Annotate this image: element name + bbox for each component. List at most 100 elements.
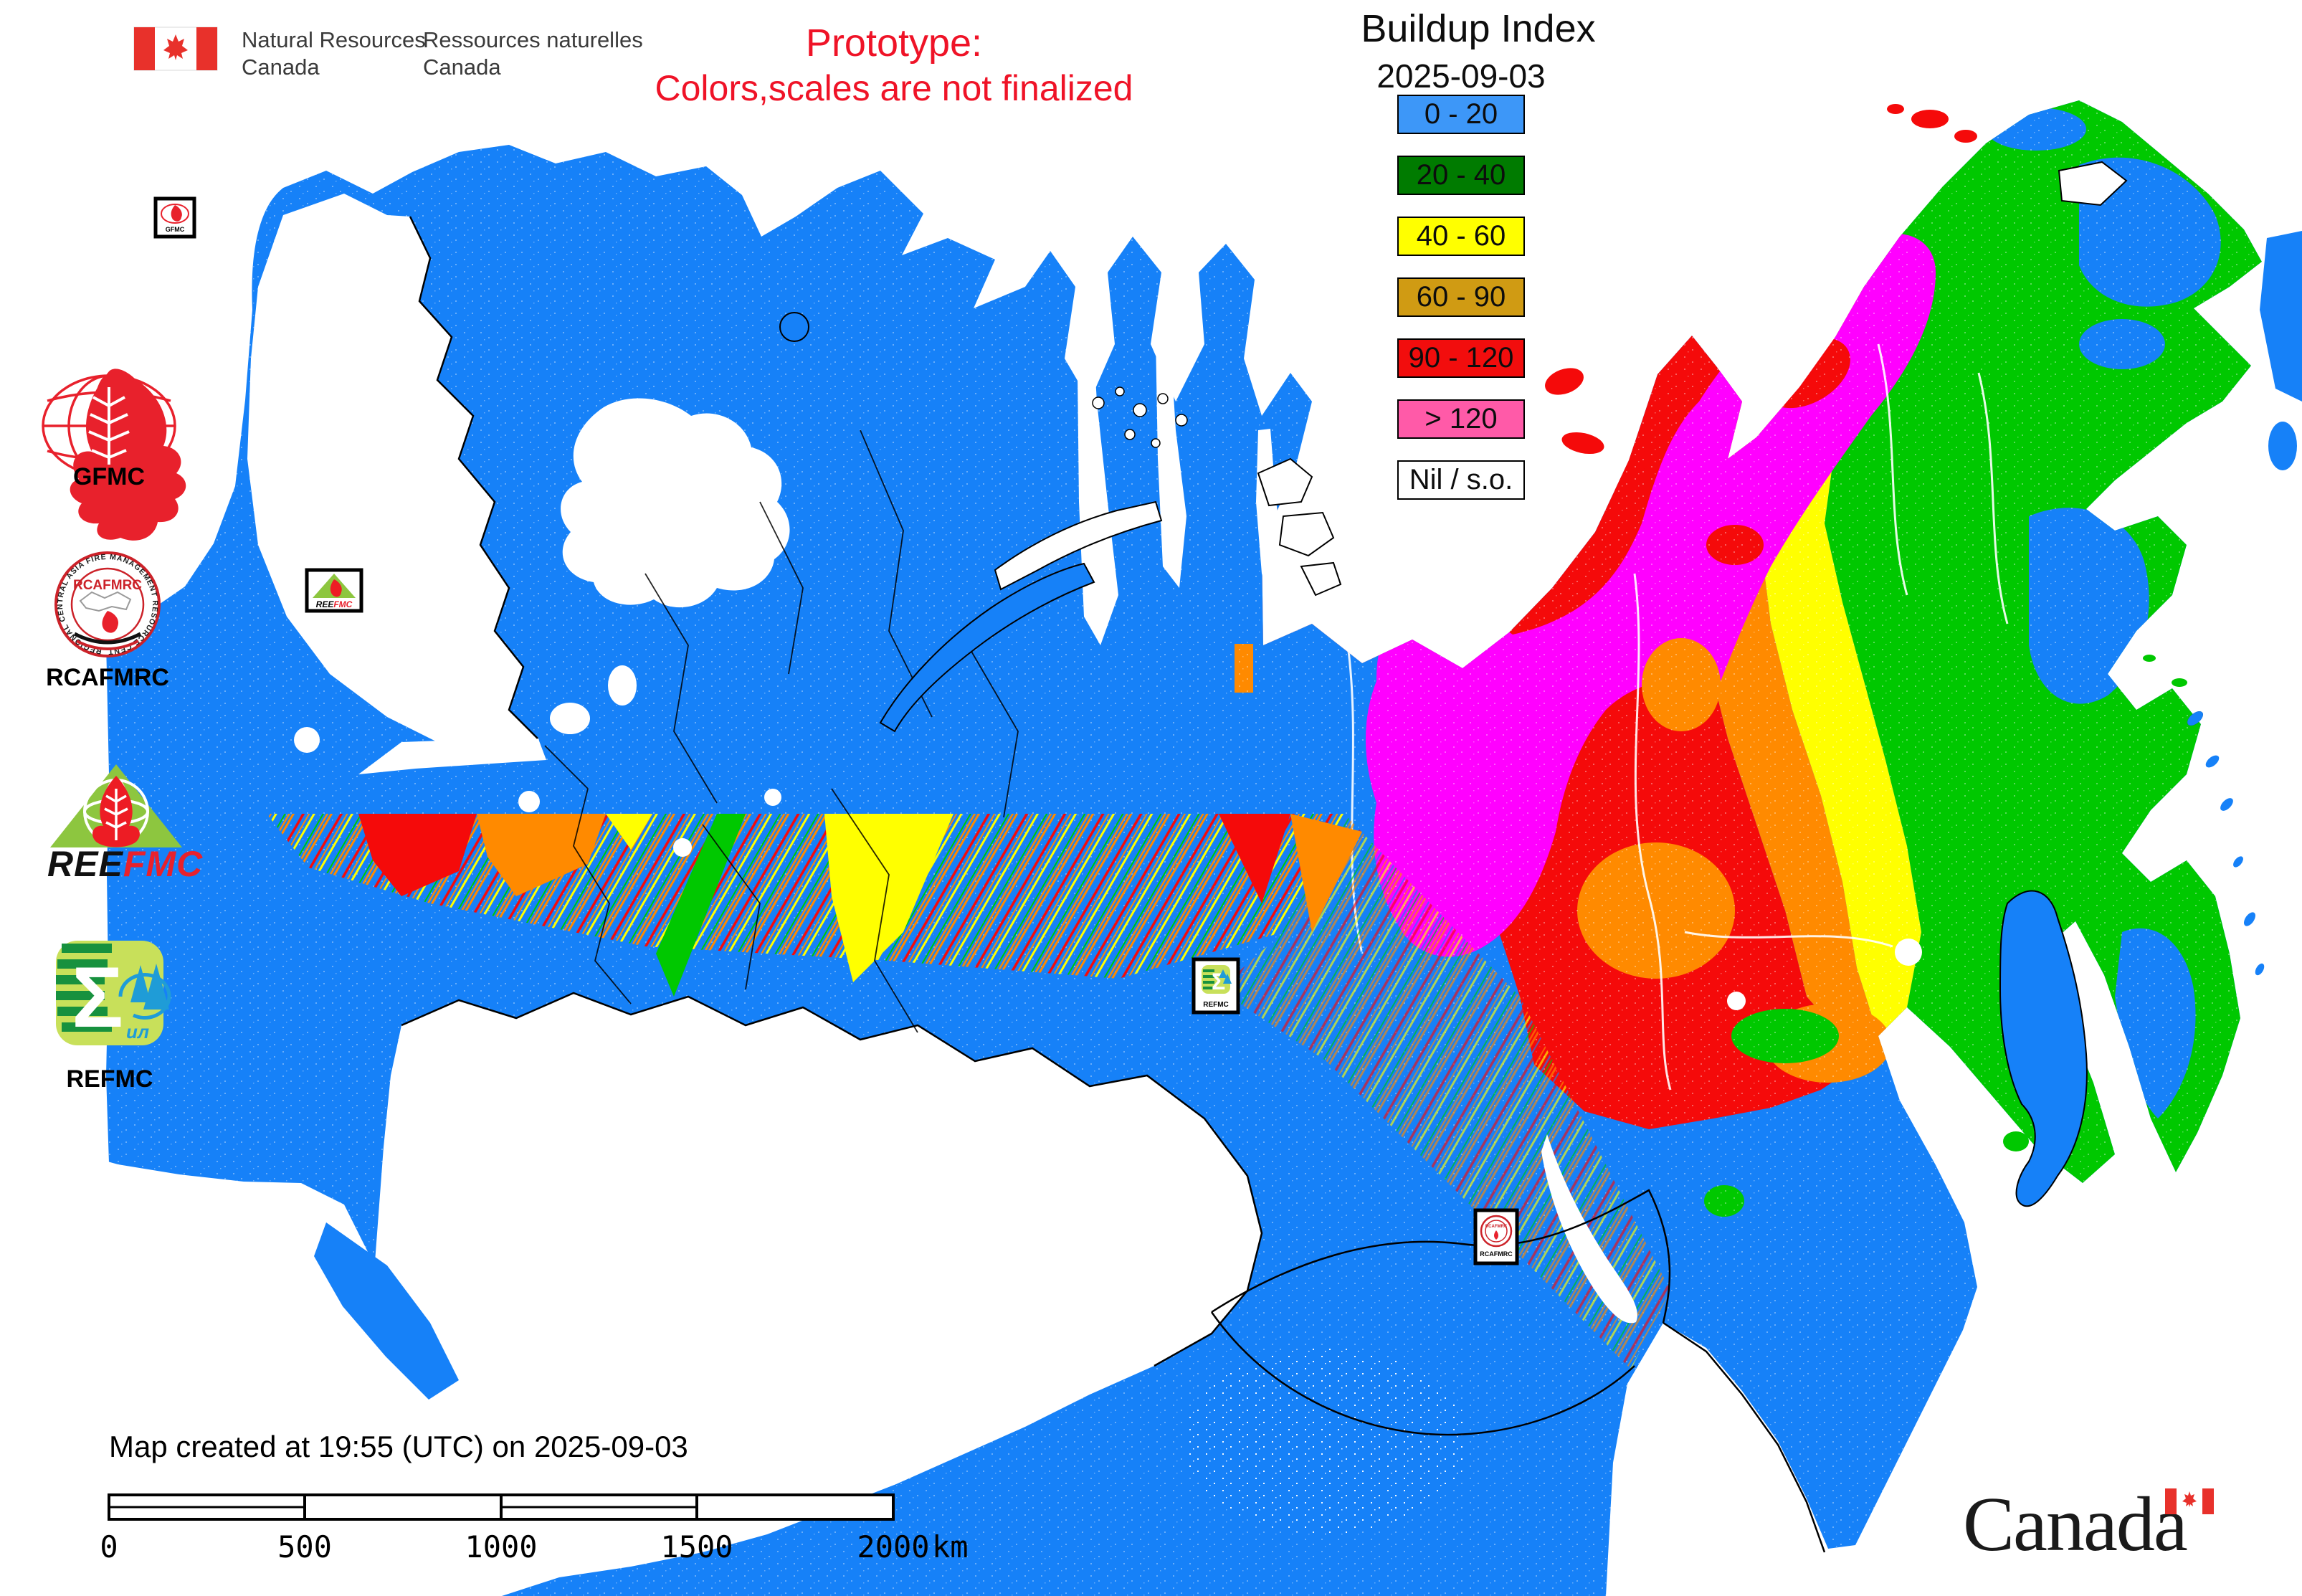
finland-border — [409, 216, 538, 739]
rcafmrc-arc-text: REGIONAL CENTRAL ASIA FIRE MANAGEMENT RE… — [0, 0, 159, 656]
red-island — [1561, 432, 1604, 455]
wordmark-flag-icon — [2165, 1488, 2214, 1514]
nrcan-en-line2: Canada — [242, 54, 320, 80]
canada-wordmark: Canada — [1963, 1482, 2214, 1567]
mountain-speckle — [1183, 1348, 1470, 1534]
map-marker-refmc: Σ REFMC — [1192, 957, 1240, 1015]
footer: Map created at 19:55 (UTC) on 2025-09-03… — [100, 1430, 2214, 1567]
canada-flag-icon — [133, 27, 218, 71]
reefmc-label-black: REE — [316, 599, 335, 609]
sakhalin-green-patch — [2003, 1131, 2029, 1151]
islet — [1124, 429, 1136, 440]
map-marker-rcafmrc: RCAFMRC RCAFMRC — [1473, 1208, 1519, 1265]
gfmc-flame-icon — [70, 369, 186, 541]
marker-rcafmrc-label: RCAFMRC — [1480, 1250, 1513, 1258]
refmc-stripes — [56, 944, 112, 1032]
reefmc-wordmark: REEFMC — [47, 844, 203, 884]
streak-solid-yellow2 — [824, 814, 953, 982]
refmc-stripe — [56, 991, 105, 1000]
white-sea — [561, 398, 790, 608]
sakhalin — [1999, 890, 2088, 1207]
scale-tick-0: 0 — [100, 1529, 118, 1564]
flag-bar — [2165, 1488, 2177, 1514]
lake-ladoga — [550, 703, 590, 734]
region-border — [645, 573, 718, 804]
rcafmrc-arc-textpath: REGIONAL CENTRAL ASIA FIRE MANAGEMENT RE… — [0, 0, 158, 656]
refmc-trees-icon — [1219, 969, 1232, 984]
refmc-stripe — [56, 975, 105, 984]
map-marker-gfmc: GFMC — [153, 196, 196, 239]
maple-leaf-icon — [163, 34, 188, 60]
legend-swatch — [1397, 460, 1525, 500]
legend-date: 2025-09-03 — [1376, 57, 1545, 95]
legend-label: 60 - 90 — [1417, 281, 1506, 313]
lake — [518, 791, 540, 812]
scandinavia-finland — [247, 194, 538, 753]
legend-item-20-40: 20 - 40 — [1397, 156, 1525, 195]
china-border — [1663, 1321, 1826, 1553]
scale-tick-1000: 1000 — [465, 1529, 537, 1564]
red-island — [1545, 368, 1584, 395]
mongolia-border-south — [1210, 1311, 1635, 1436]
legend-swatch — [1397, 156, 1525, 195]
lake — [1895, 939, 1922, 966]
refmc-label: REFMC — [67, 1065, 153, 1093]
flag-bar — [2202, 1488, 2214, 1514]
rcafmrc-flame-icon — [102, 611, 119, 633]
gfmc-label: GFMC — [73, 463, 145, 490]
streak-solid-green — [656, 814, 746, 997]
refmc-sigma: Σ — [72, 949, 123, 1045]
legend-label: 0 - 20 — [1425, 98, 1498, 130]
refmc-tree — [130, 965, 151, 1002]
region-border — [544, 745, 632, 1004]
alaska-fragment2 — [2268, 422, 2297, 470]
legend-item-nil: Nil / s.o. — [1397, 460, 1525, 500]
streak-solid-red2 — [1219, 814, 1290, 903]
franz-josef-land — [1092, 386, 1188, 448]
rcafmrc-seal-text: RCAFMRC — [1485, 1225, 1508, 1229]
islet-green — [2172, 678, 2187, 687]
reefmc-flame-icon — [330, 579, 342, 597]
alaska-fragment — [2260, 231, 2302, 402]
region-border — [702, 824, 761, 990]
canada-wordmark-text: Canada — [1963, 1482, 2187, 1567]
refmc-stripe — [1203, 969, 1214, 972]
islet — [2244, 912, 2255, 926]
rcafmrc-map-icon — [79, 591, 132, 612]
scale-tick-2000: 2000 — [857, 1529, 929, 1564]
islet — [1157, 393, 1169, 404]
reefmc-wheat-icon — [104, 789, 128, 840]
refmc-stripe — [57, 1007, 108, 1016]
islet — [1151, 438, 1161, 448]
gfmc-wheat-icon — [88, 387, 130, 465]
reefmc-label-red: FMC — [333, 599, 352, 609]
legend-label: > 120 — [1425, 403, 1497, 434]
islet — [1175, 414, 1188, 427]
lake-baikal — [1541, 1134, 1637, 1324]
legend-swatch — [1397, 399, 1525, 439]
lake — [673, 838, 692, 857]
legend-label: 40 - 60 — [1417, 220, 1506, 252]
mongolia-border-north — [1211, 1189, 1671, 1324]
legend-swatch — [1397, 338, 1525, 378]
rcafmrc-swoosh-black — [73, 632, 142, 645]
streak-solid-yellow — [606, 814, 652, 850]
islet — [1133, 403, 1147, 417]
region-borders — [544, 429, 1019, 1033]
islet — [1092, 396, 1105, 409]
refmc-tree — [143, 964, 169, 1010]
map-marker-reefmc: REEFMC — [305, 568, 363, 613]
refmc-stripe — [62, 944, 112, 953]
prototype-note-line1: Prototype: — [806, 22, 982, 65]
refmc-trees-icon — [130, 964, 169, 1010]
caucasus — [314, 1222, 459, 1400]
legend-title: Buildup Index — [1361, 7, 1595, 50]
refmc-stripe — [62, 1022, 112, 1032]
legend-label: 20 - 40 — [1417, 159, 1506, 191]
legend-item-gt-120: > 120 — [1397, 399, 1525, 439]
buildup-index-map: GFMC REEFMC Σ REFMC RCAFMRC RCAFMRC — [106, 100, 2302, 1596]
streak-solid-orange2 — [1290, 814, 1362, 932]
novaya-zemlya-south — [879, 562, 1095, 733]
refmc-logo: Σ ил — [56, 941, 171, 1045]
rcafmrc-flame-icon — [1494, 1230, 1498, 1240]
